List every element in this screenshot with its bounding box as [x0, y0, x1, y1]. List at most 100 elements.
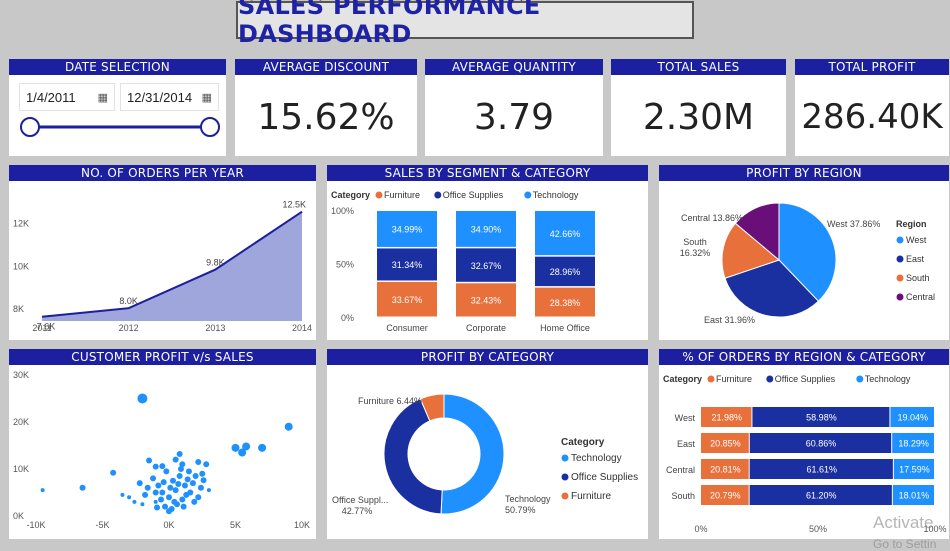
orders-region-category-chart: Category Furniture Office Supplies Technolo… — [663, 374, 947, 534]
date-range-slider[interactable] — [9, 116, 226, 156]
scatter-point — [166, 508, 172, 515]
legend-title: Region — [896, 219, 927, 229]
calendar-icon[interactable]: ▦ — [201, 92, 212, 104]
scatter-point — [79, 484, 86, 491]
scatter-point — [137, 393, 148, 404]
stacked-bar-segment — [377, 211, 437, 247]
legend-label: Technology — [533, 190, 579, 200]
pie-slice — [721, 222, 781, 279]
orders-area — [42, 211, 302, 321]
slider-start-handle[interactable] — [20, 117, 40, 137]
legend-label: Office Supplies — [443, 190, 504, 200]
scatter-point — [258, 443, 267, 452]
data-label-name: South — [683, 237, 707, 247]
data-label: East 31.96% — [704, 315, 755, 325]
scatter-point — [206, 488, 211, 493]
legend-label: Technology — [571, 453, 622, 464]
data-label: 20.79% — [710, 491, 741, 501]
customer-profit-sales-chart: 0K 10K 20K 30K -10K -5K 0K 5K 10K — [13, 370, 310, 530]
scatter-point — [177, 466, 184, 472]
data-label: 32.67% — [471, 261, 502, 271]
data-label: 31.34% — [392, 260, 423, 270]
y-tick-label: 0K — [13, 511, 24, 521]
data-label: 8.0K — [119, 296, 138, 306]
scatter-point — [195, 458, 202, 465]
scatter-point — [158, 496, 165, 503]
scatter-point — [184, 476, 191, 483]
scatter-point — [153, 499, 158, 504]
kpi-total-profit: TOTAL PROFIT 286.40K — [795, 59, 949, 156]
start-date-input[interactable]: 1/4/2011 ▦ — [19, 83, 115, 111]
orders-line — [41, 210, 303, 318]
data-label: 42.66% — [550, 229, 581, 239]
start-date-value: 1/4/2011 — [26, 90, 76, 105]
stacked-bar-segment — [749, 433, 892, 453]
stacked-bar-segment — [701, 407, 752, 427]
data-label: 34.99% — [392, 225, 423, 235]
end-date-input[interactable]: 12/31/2014 ▦ — [120, 83, 219, 111]
y-tick-label: 20K — [13, 417, 29, 427]
legend-title: Category — [331, 190, 370, 200]
data-label: 9.8K — [206, 258, 225, 268]
calendar-icon[interactable]: ▦ — [97, 92, 108, 104]
scatter-point — [238, 448, 247, 457]
stacked-bar-segment — [701, 459, 749, 479]
x-tick-label: 5K — [230, 520, 241, 530]
legend-marker — [896, 236, 904, 244]
kpi-value: 15.62% — [257, 97, 395, 138]
data-label: 61.20% — [806, 491, 837, 501]
legend-marker — [896, 255, 904, 263]
stacked-bar-segment — [456, 283, 516, 317]
slider-end-handle[interactable] — [200, 117, 220, 137]
legend-label: Furniture — [716, 374, 752, 384]
scatter-point — [136, 480, 143, 487]
legend-marker — [561, 454, 569, 462]
y-tick-label: 50% — [336, 260, 354, 270]
scatter-point — [150, 475, 157, 482]
scatter-point — [132, 499, 137, 504]
x-tick-label: Corporate — [466, 323, 506, 333]
customer-profit-sales-title: CUSTOMER PROFIT v/s SALES — [9, 349, 316, 365]
date-selection-card: DATE SELECTION 1/4/2011 ▦ 12/31/2014 ▦ — [9, 59, 226, 156]
data-label: Furniture 6.44% — [358, 396, 422, 406]
kpi-label: TOTAL SALES — [611, 59, 786, 75]
scatter-point — [159, 489, 166, 496]
activate-watermark-sub: Go to Settin — [873, 537, 937, 551]
stacked-bar-segment — [535, 287, 595, 317]
scatter-point — [200, 477, 207, 484]
data-label: 61.61% — [807, 465, 838, 475]
scatter-point — [142, 491, 149, 498]
kpi-value: 3.79 — [473, 97, 555, 138]
data-label: 60.86% — [806, 439, 837, 449]
x-tick-label: 2012 — [119, 323, 139, 333]
kpi-label: AVERAGE QUANTITY — [425, 59, 603, 75]
x-tick-label: 50% — [809, 524, 827, 534]
legend-marker — [896, 293, 904, 301]
scatter-point — [176, 450, 183, 457]
data-label: 18.29% — [898, 439, 929, 449]
orders-region-category-card: % OF ORDERS BY REGION & CATEGORY Categor… — [659, 349, 949, 539]
stacked-bar-segment — [752, 407, 890, 427]
y-tick-label: 8K — [13, 304, 24, 314]
stacked-bar-segment — [535, 256, 595, 287]
legend-marker — [561, 473, 569, 481]
data-label: 21.98% — [711, 413, 742, 423]
stacked-bar-segment — [749, 485, 892, 505]
data-label: 32.43% — [471, 296, 502, 306]
scatter-point — [185, 468, 192, 475]
scatter-point — [179, 461, 186, 468]
kpi-average-discount: AVERAGE DISCOUNT 15.62% — [235, 59, 417, 156]
scatter-point — [180, 503, 187, 510]
scatter-point — [140, 502, 145, 507]
legend-marker — [896, 274, 904, 282]
x-tick-label: Consumer — [386, 323, 428, 333]
scatter-point — [191, 498, 198, 505]
scatter-point — [195, 494, 202, 501]
legend-marker — [856, 375, 864, 383]
legend-label: Office Supplies — [775, 374, 836, 384]
legend-label: Furniture — [571, 491, 611, 502]
legend-label: Technology — [865, 374, 911, 384]
profit-region-chart: West 37.86%East 31.96%South16.32%Central… — [680, 202, 935, 325]
data-label: 34.90% — [471, 225, 502, 235]
